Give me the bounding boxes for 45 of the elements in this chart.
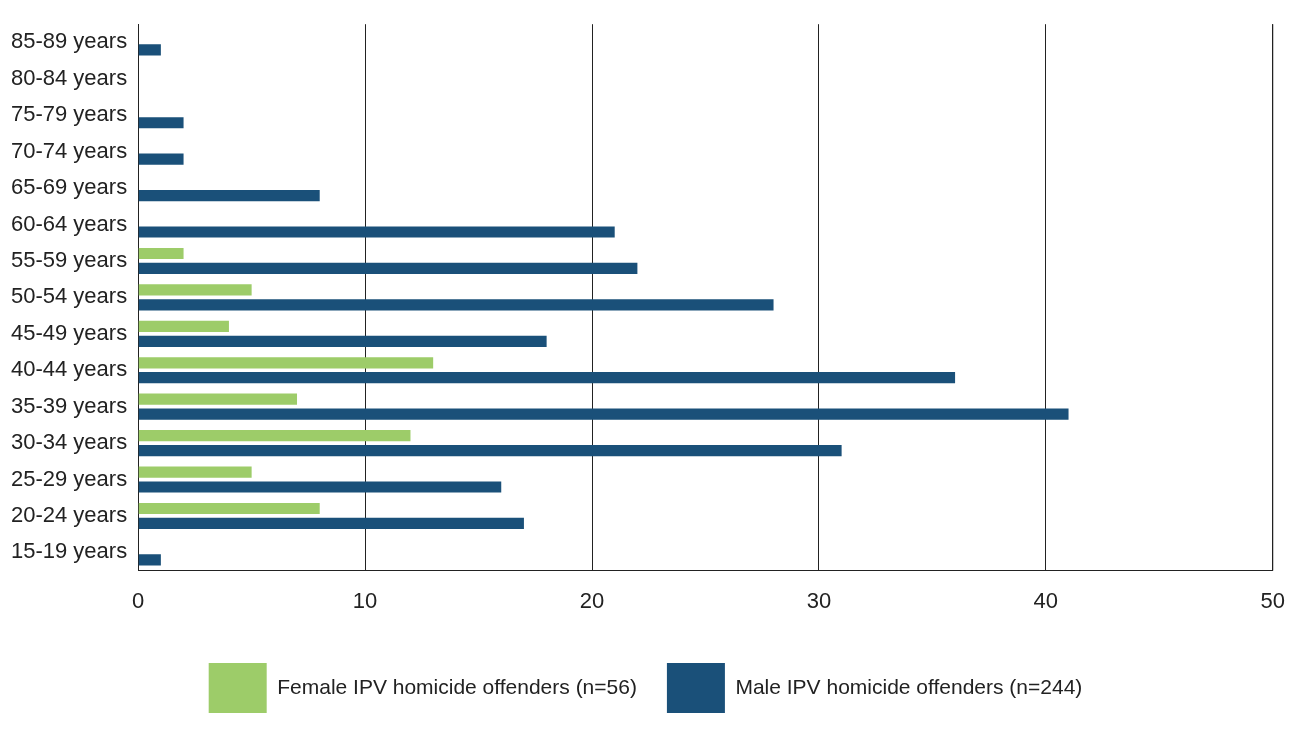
x-tick-label: 30: [806, 587, 832, 613]
bar: [138, 372, 956, 384]
y-tick-label: 65-69 years: [10, 174, 128, 200]
bar: [138, 153, 184, 165]
y-tick-label: 75-79 years: [10, 101, 128, 127]
bar: [138, 466, 252, 478]
y-tick-label: 85-89 years: [10, 28, 128, 54]
y-tick-label: 15-19 years: [10, 538, 128, 564]
bar: [138, 44, 161, 56]
y-tick-label: 50-54 years: [10, 283, 128, 309]
bar: [138, 408, 1069, 420]
y-tick-label: 20-24 years: [10, 502, 128, 528]
bar: [138, 502, 320, 515]
y-tick-label: 35-39 years: [10, 392, 128, 418]
y-tick-label: 25-29 years: [10, 465, 128, 491]
bar: [138, 393, 298, 405]
bar: [138, 189, 320, 202]
bar: [138, 284, 252, 296]
bar: [138, 430, 411, 442]
y-tick-label: 55-59 years: [10, 247, 128, 273]
y-tick-label: 80-84 years: [10, 64, 128, 90]
y-tick-label: 40-44 years: [10, 356, 128, 382]
y-tick-label: 60-64 years: [10, 210, 128, 236]
x-tick-label: 40: [1033, 587, 1059, 613]
y-tick-label: 70-74 years: [10, 137, 128, 163]
bar: [138, 117, 184, 129]
x-tick-label: 20: [579, 587, 605, 613]
bar: [138, 226, 615, 238]
bar: [138, 335, 547, 347]
y-tick-label: 30-34 years: [10, 429, 128, 455]
bar: [138, 247, 184, 260]
legend-label: Female IPV homicide offenders (n=56): [277, 674, 637, 698]
x-tick-label: 50: [1260, 587, 1286, 613]
bar: [138, 299, 774, 311]
bar: [138, 517, 524, 530]
y-tick-label: 45-49 years: [10, 319, 128, 345]
bar: [138, 481, 502, 493]
bar: [138, 262, 638, 275]
legend-label: Male IPV homicide offenders (n=244): [735, 674, 1083, 698]
x-tick-label: 0: [132, 587, 145, 613]
bar: [138, 320, 229, 332]
bar: [138, 554, 161, 566]
bar: [138, 357, 434, 369]
bar: [138, 444, 842, 457]
x-tick-label: 10: [352, 587, 378, 613]
